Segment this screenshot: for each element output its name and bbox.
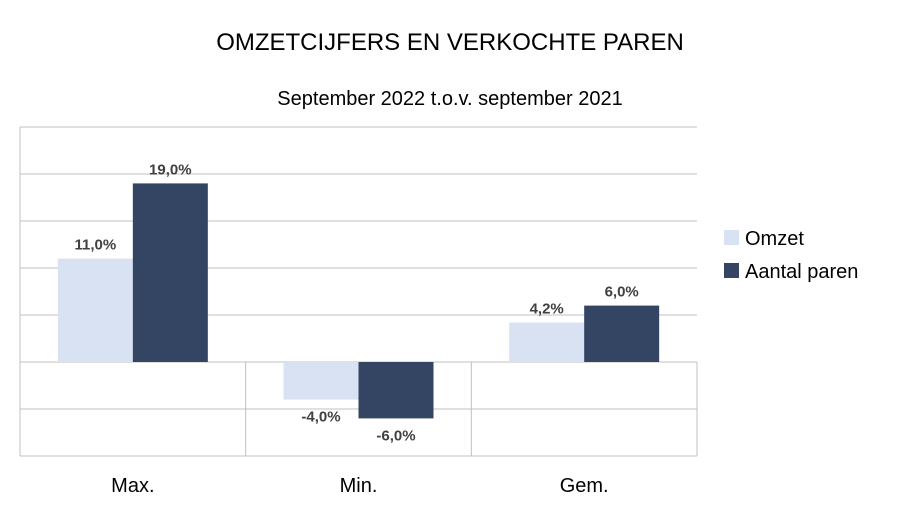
data-label: 4,2% [530,301,564,318]
data-label: -6,0% [376,427,415,444]
category-label: Min. [340,475,378,497]
bar-aantal-paren-min [358,362,434,419]
legend-swatch [724,263,739,278]
chart-subtitle: September 2022 t.o.v. september 2021 [277,88,622,110]
plot-area: 11,0% 19,0% Max. -4,0% -6,0% Min. 4,2% 6,0% Gem. [19,126,698,497]
bar-omzet-max [57,258,133,362]
category-label: Max. [111,475,154,497]
data-label: 6,0% [605,284,639,301]
bar-omzet-gem [509,322,585,362]
bar-aantal-paren-gem [584,305,660,362]
data-label: 11,0% [74,237,116,254]
legend: Omzet Aantal paren [724,228,858,283]
bar-omzet-min [283,362,359,400]
bar-aantal-paren-max [132,183,208,362]
legend-label: Aantal paren [745,261,858,283]
chart-title: OMZETCIJFERS EN VERKOCHTE PAREN [216,29,684,56]
data-label: -4,0% [301,409,340,426]
legend-swatch [724,230,739,245]
category-label: Gem. [560,475,609,497]
data-label: 19,0% [149,161,192,178]
legend-label: Omzet [745,228,804,250]
